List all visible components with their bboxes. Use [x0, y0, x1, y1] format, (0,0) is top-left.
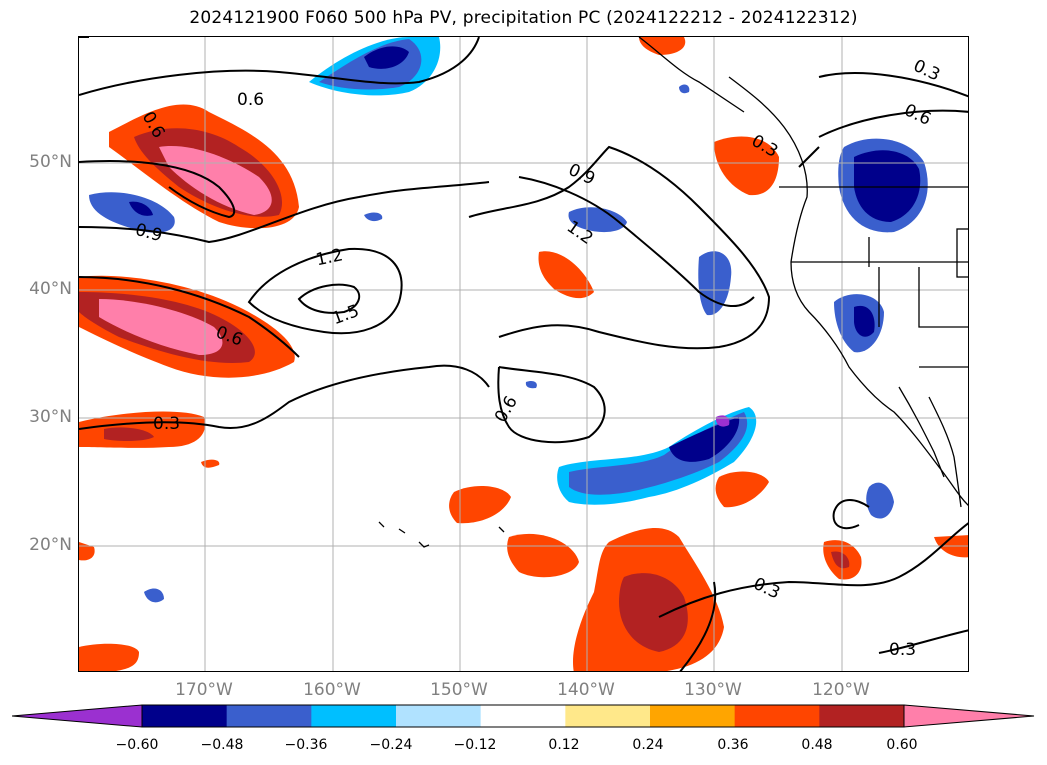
lon-label: 120°W	[812, 680, 870, 700]
lon-label: 150°W	[430, 680, 488, 700]
contour-label: 0.6	[491, 393, 522, 426]
lat-label: 30°N	[29, 407, 72, 427]
map-panel[interactable]: 0.6 0.6 0.9 0.9 1.2 1.2 1.5 0.6 0.6 0.3 …	[78, 36, 969, 672]
contour-label: 1.2	[314, 245, 345, 270]
lon-label: 170°W	[175, 680, 233, 700]
colorbar-extend-max	[903, 704, 1035, 728]
negative-anomaly-regions	[89, 37, 928, 603]
colorbar-cells	[12, 704, 1035, 728]
colorbar-tick: 0.48	[801, 737, 833, 753]
coastlines	[378, 37, 968, 548]
colorbar-cell	[650, 705, 736, 727]
colorbar-tick: 0.24	[632, 737, 664, 753]
map-title: 2024121900 F060 500 hPa PV, precipitatio…	[189, 8, 858, 28]
pv-contours	[79, 37, 968, 671]
colorbar-tick: 0.60	[886, 737, 918, 753]
positive-anomaly-regions	[79, 37, 968, 671]
contour-label: 0.3	[153, 414, 180, 434]
lon-label: 160°W	[303, 680, 361, 700]
contour-label: 0.3	[889, 640, 916, 660]
contour-label: 0.6	[237, 90, 264, 110]
lat-label: 50°N	[29, 152, 72, 172]
colorbar-cell	[226, 705, 312, 727]
graticule	[79, 37, 968, 671]
colorbar-tick: −0.12	[453, 737, 497, 753]
lat-label: 40°N	[29, 279, 72, 299]
colorbar-tick: −0.36	[284, 737, 328, 753]
colorbar-cell	[819, 705, 905, 727]
colorbar-cell	[565, 705, 651, 727]
colorbar-cell	[480, 705, 566, 727]
map-canvas: 0.6 0.6 0.9 0.9 1.2 1.2 1.5 0.6 0.6 0.3 …	[79, 37, 968, 671]
lat-label: 20°N	[29, 535, 72, 555]
colorbar-tick: −0.24	[369, 737, 413, 753]
contour-label: 1.5	[330, 301, 362, 329]
lon-label: 140°W	[557, 680, 615, 700]
colorbar-cell	[311, 705, 397, 727]
contour-label: 0.6	[901, 100, 934, 130]
lon-label: 130°W	[684, 680, 742, 700]
colorbar-tick: 0.36	[717, 737, 749, 753]
colorbar-cell	[142, 705, 228, 727]
colorbar-tick: −0.60	[115, 737, 159, 753]
colorbar	[12, 704, 1035, 728]
colorbar-extend-min	[12, 704, 143, 728]
colorbar-cell	[396, 705, 482, 727]
colorbar-tick: 0.12	[548, 737, 580, 753]
colorbar-tick: −0.48	[200, 737, 244, 753]
colorbar-cell	[734, 705, 820, 727]
contour-label: 0.3	[750, 574, 783, 604]
